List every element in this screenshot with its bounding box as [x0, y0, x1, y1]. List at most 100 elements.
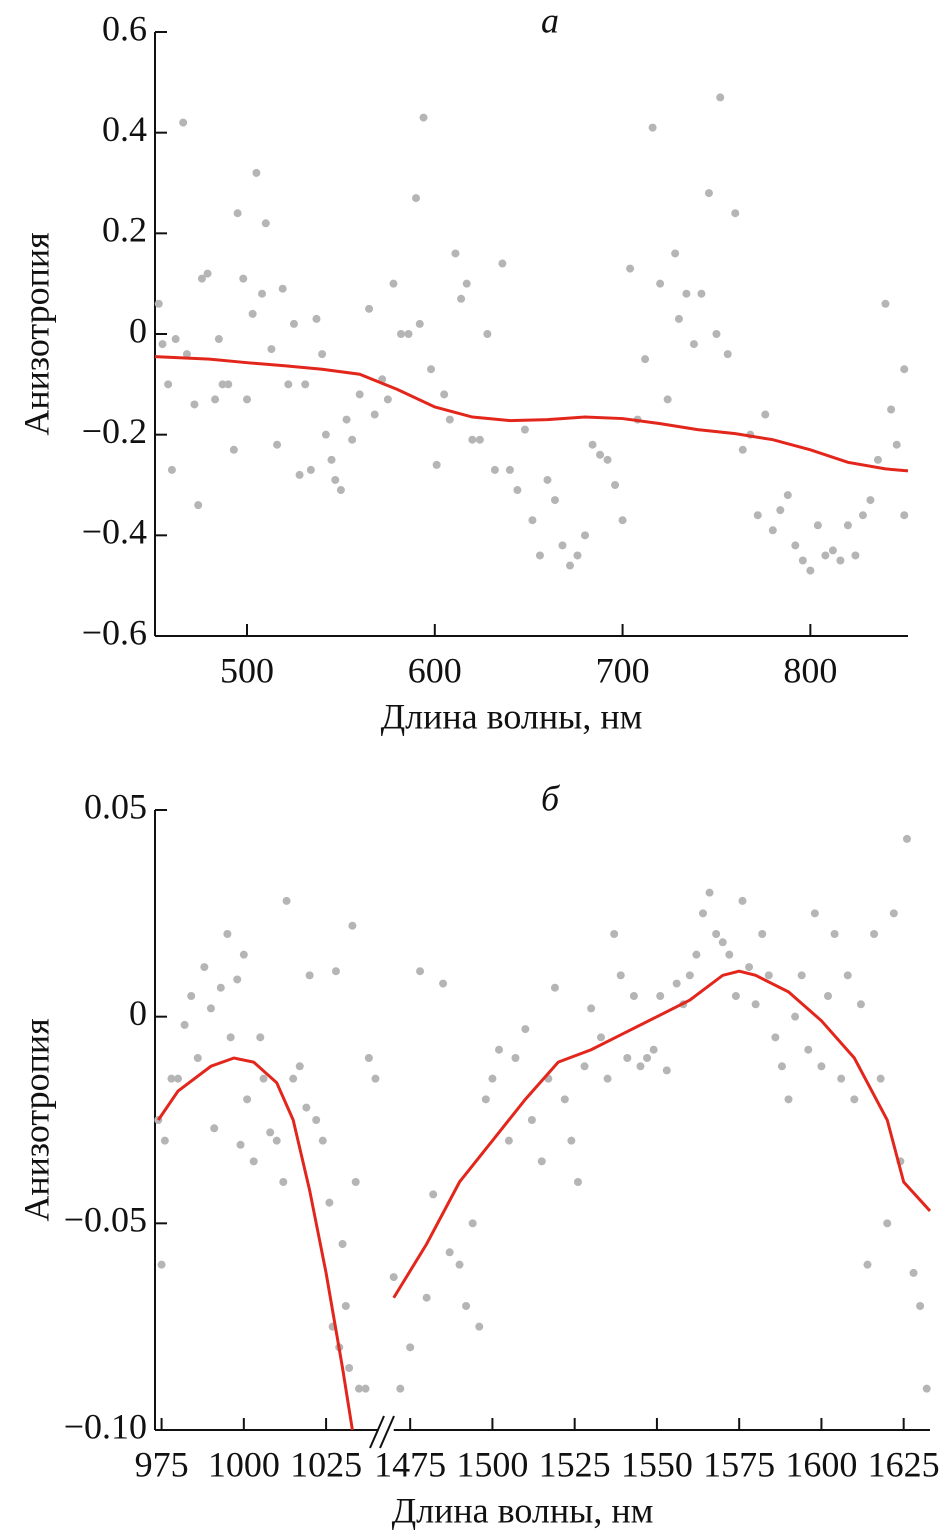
x-tick-label: 1475 [374, 1444, 446, 1484]
point [404, 330, 413, 338]
point [543, 475, 552, 484]
point [190, 400, 199, 409]
x-tick-label: 1025 [290, 1444, 362, 1484]
point [239, 274, 248, 283]
point [364, 1054, 373, 1062]
point [455, 1260, 464, 1269]
point [284, 380, 293, 389]
point [252, 168, 261, 177]
point [916, 1302, 925, 1310]
point [768, 526, 777, 535]
point [180, 1020, 189, 1029]
point [331, 475, 340, 484]
point [445, 1248, 454, 1257]
point [836, 556, 845, 565]
point [475, 435, 484, 444]
point [429, 1190, 438, 1199]
point [738, 896, 747, 905]
point [157, 1260, 166, 1269]
y-tick-label: −0.05 [64, 1200, 147, 1240]
point [203, 269, 212, 278]
point [505, 465, 514, 474]
point [312, 1116, 321, 1124]
point [498, 259, 507, 268]
point [348, 921, 357, 930]
point [745, 963, 754, 972]
point [883, 1219, 892, 1228]
point [354, 1384, 363, 1393]
panel-title: а [541, 0, 559, 40]
point [596, 450, 605, 459]
fit-line [392, 969, 932, 1299]
point [355, 390, 364, 399]
point [488, 1074, 497, 1083]
point [858, 511, 867, 520]
point [560, 1095, 569, 1104]
point [889, 909, 898, 918]
point [179, 118, 188, 127]
point [504, 1136, 513, 1145]
point [641, 355, 650, 364]
point [481, 1095, 490, 1104]
axis-break [369, 1415, 395, 1449]
point [218, 380, 227, 389]
x-tick-label: 975 [135, 1444, 189, 1484]
point [154, 299, 163, 308]
point [887, 405, 896, 414]
point [558, 541, 567, 550]
point [305, 971, 314, 980]
point [233, 209, 242, 218]
point [751, 1000, 760, 1009]
point [223, 930, 232, 938]
point [674, 314, 683, 323]
point [216, 983, 225, 992]
point [692, 950, 701, 959]
point [784, 1095, 793, 1104]
point [712, 930, 721, 938]
point [302, 1103, 311, 1112]
point [167, 465, 176, 474]
point [214, 335, 223, 344]
point [321, 430, 330, 439]
x-tick-label: 800 [783, 650, 837, 690]
point [866, 496, 875, 505]
x-tick-label: 1000 [208, 1444, 280, 1484]
point [704, 189, 713, 198]
x-tick-label: 600 [408, 650, 462, 690]
point [301, 380, 310, 389]
point [259, 1074, 268, 1083]
point [876, 1074, 885, 1083]
point [527, 1116, 536, 1124]
point [182, 350, 191, 359]
point [468, 435, 477, 444]
point [837, 1074, 846, 1083]
point [716, 93, 725, 102]
point [412, 194, 421, 203]
point [824, 992, 833, 1000]
point [596, 1033, 605, 1042]
point [422, 1293, 431, 1302]
point [697, 289, 706, 298]
point [689, 340, 698, 349]
point [233, 975, 242, 984]
point [236, 1140, 245, 1149]
point [777, 1062, 786, 1071]
point [341, 1302, 350, 1310]
y-tick-label: −0.6 [82, 612, 147, 652]
point [761, 410, 770, 419]
point [415, 319, 424, 328]
point [616, 971, 625, 980]
y-tick-label: 0.05 [84, 786, 147, 826]
x-axis-label: Длина волны, нм [392, 1490, 654, 1530]
point [870, 930, 879, 938]
point [427, 365, 436, 374]
point [174, 1074, 183, 1083]
point [224, 380, 233, 389]
point [725, 950, 734, 959]
point [513, 486, 522, 495]
point [537, 1157, 546, 1166]
point [685, 971, 694, 980]
point [351, 1178, 360, 1186]
point [550, 496, 559, 505]
